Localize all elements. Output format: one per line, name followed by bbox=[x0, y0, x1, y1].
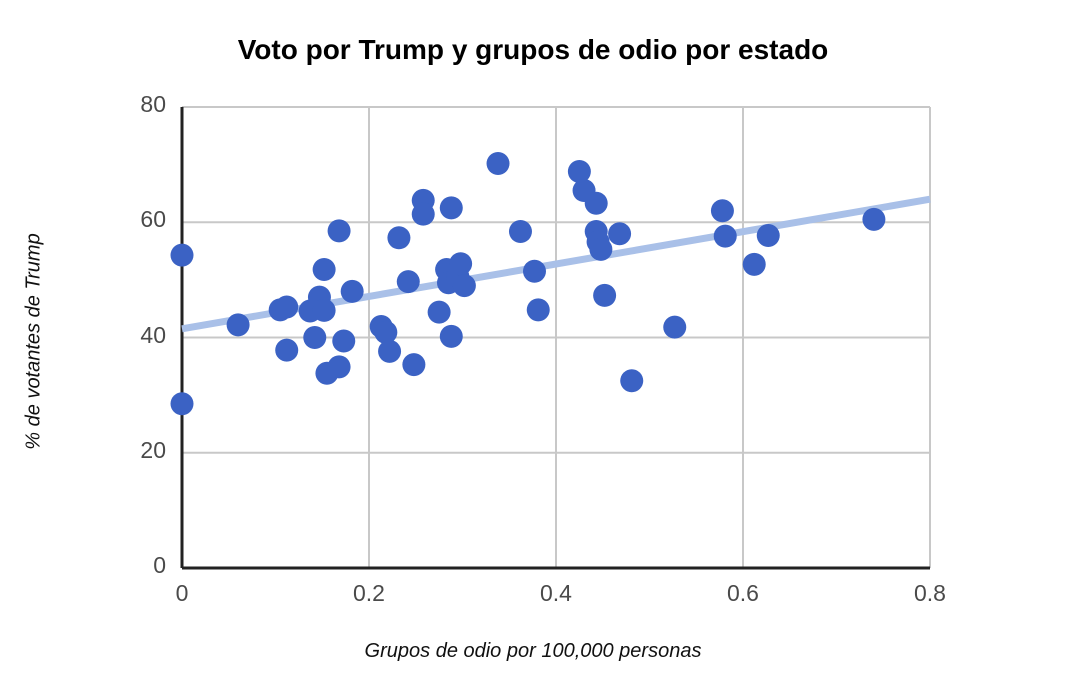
y-tick-label: 80 bbox=[140, 91, 166, 117]
scatter-point bbox=[710, 199, 734, 223]
y-tick-label: 0 bbox=[153, 552, 166, 578]
scatter-point bbox=[170, 243, 194, 267]
scatter-point bbox=[396, 270, 420, 294]
scatter-point bbox=[312, 298, 336, 322]
scatter-point bbox=[427, 300, 451, 324]
scatter-point bbox=[742, 252, 766, 276]
scatter-point bbox=[303, 326, 327, 349]
gridlines bbox=[182, 106, 931, 568]
scatter-point bbox=[439, 196, 463, 220]
y-tick-label: 40 bbox=[140, 321, 166, 348]
scatter-point bbox=[526, 298, 550, 322]
scatter-point bbox=[449, 252, 473, 276]
scatter-point bbox=[593, 283, 617, 307]
x-tick-label: 0.2 bbox=[353, 580, 385, 606]
scatter-point bbox=[452, 274, 476, 298]
data-points bbox=[170, 151, 886, 416]
chart-title: Voto por Trump y grupos de odio por esta… bbox=[237, 34, 829, 65]
scatter-point bbox=[332, 329, 356, 353]
axis-lines bbox=[180, 107, 930, 570]
scatter-point bbox=[327, 219, 351, 243]
scatter-point bbox=[862, 207, 886, 231]
scatter-point bbox=[486, 151, 510, 175]
scatter-point bbox=[713, 224, 737, 248]
scatter-point bbox=[378, 339, 402, 363]
x-tick-label: 0.4 bbox=[540, 580, 572, 606]
x-tick-label: 0.6 bbox=[727, 580, 759, 606]
scatter-point bbox=[226, 313, 250, 337]
x-tick-label: 0.8 bbox=[914, 580, 946, 606]
scatter-point bbox=[522, 259, 546, 283]
y-tick-label: 20 bbox=[140, 436, 166, 463]
scatter-point bbox=[663, 315, 687, 339]
scatter-point bbox=[327, 355, 351, 379]
scatter-point bbox=[275, 338, 299, 362]
x-axis-title: Grupos de odio por 100,000 personas bbox=[364, 640, 702, 662]
scatter-point bbox=[387, 226, 411, 250]
scatter-point bbox=[620, 369, 644, 393]
scatter-point bbox=[374, 320, 398, 344]
scatter-point bbox=[402, 353, 426, 377]
scatter-point bbox=[508, 219, 532, 243]
scatter-point bbox=[608, 222, 632, 246]
scatter-point bbox=[312, 258, 336, 282]
scatter-point bbox=[411, 202, 435, 226]
scatter-point bbox=[584, 191, 608, 215]
y-axis-title: % de votantes de Trump bbox=[22, 233, 45, 450]
scatter-point bbox=[170, 392, 194, 416]
y-tick-label: 60 bbox=[140, 206, 166, 233]
scatter-point bbox=[589, 237, 613, 261]
scatter-point bbox=[340, 279, 364, 303]
scatter-point bbox=[439, 324, 463, 348]
scatter-point bbox=[567, 160, 591, 184]
scatter-point bbox=[275, 295, 299, 319]
scatter-point bbox=[756, 224, 780, 248]
x-tick-label: 0 bbox=[175, 580, 189, 606]
